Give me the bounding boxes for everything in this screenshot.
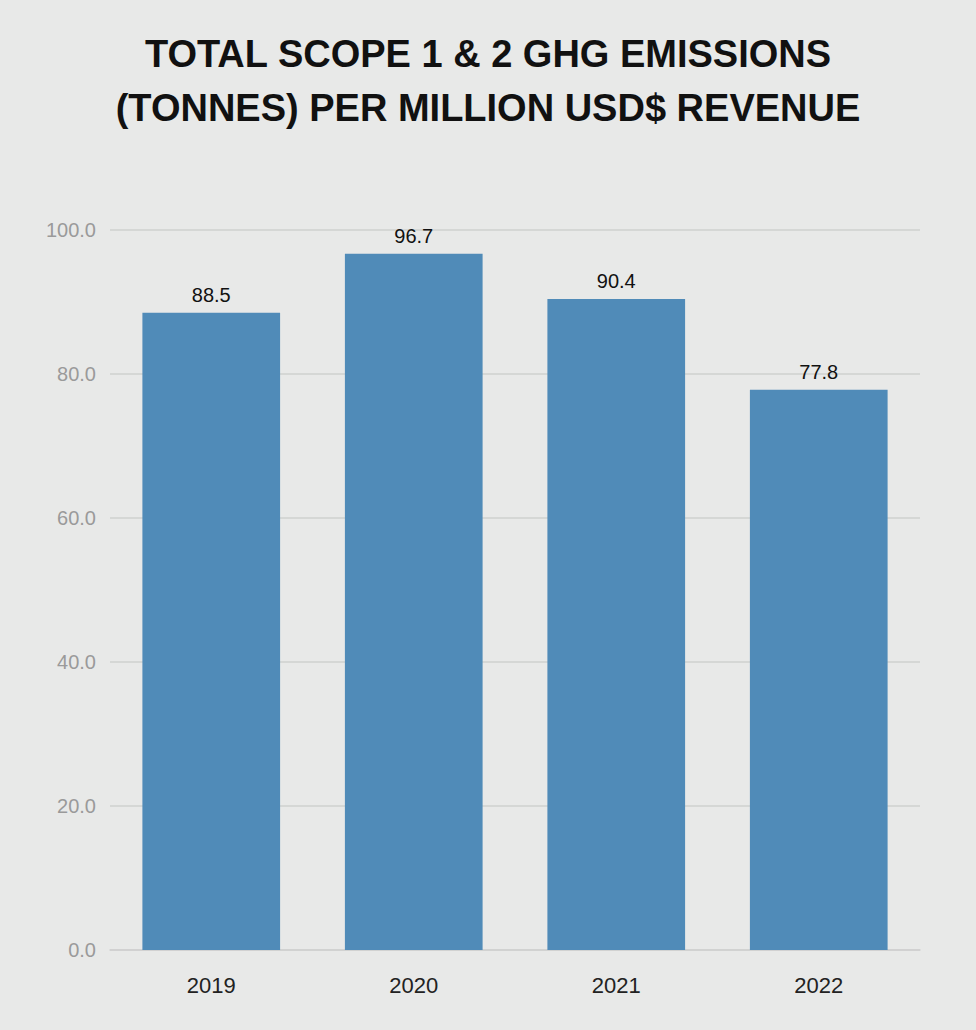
svg-text:60.0: 60.0 bbox=[57, 507, 96, 529]
svg-text:88.5: 88.5 bbox=[192, 284, 231, 306]
svg-text:77.8: 77.8 bbox=[799, 361, 838, 383]
svg-text:TOTAL SCOPE 1 & 2 GHG EMISSION: TOTAL SCOPE 1 & 2 GHG EMISSIONS bbox=[145, 33, 831, 75]
svg-text:90.4: 90.4 bbox=[597, 270, 636, 292]
svg-text:96.7: 96.7 bbox=[394, 225, 433, 247]
svg-text:100.0: 100.0 bbox=[46, 219, 96, 241]
svg-text:0.0: 0.0 bbox=[68, 939, 96, 961]
svg-text:2022: 2022 bbox=[794, 973, 843, 998]
svg-text:2021: 2021 bbox=[592, 973, 641, 998]
svg-text:20.0: 20.0 bbox=[57, 795, 96, 817]
svg-text:(TONNES) PER MILLION USD$ REVE: (TONNES) PER MILLION USD$ REVENUE bbox=[116, 87, 861, 129]
svg-text:2019: 2019 bbox=[187, 973, 236, 998]
svg-text:40.0: 40.0 bbox=[57, 651, 96, 673]
svg-text:80.0: 80.0 bbox=[57, 363, 96, 385]
svg-text:2020: 2020 bbox=[389, 973, 438, 998]
